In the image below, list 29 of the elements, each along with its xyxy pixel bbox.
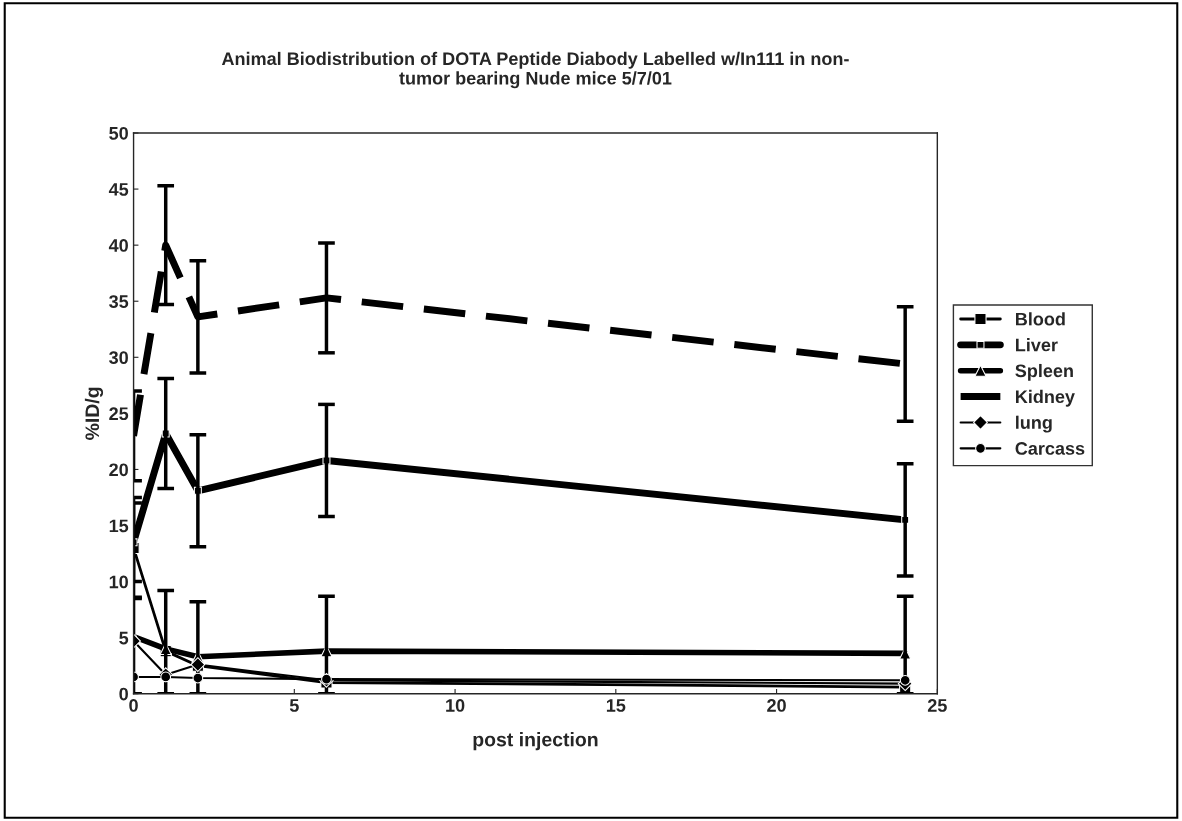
legend-label: Carcass: [1015, 442, 1085, 455]
point: [192, 672, 204, 684]
y-tick-label: 20: [109, 463, 128, 477]
x-tick-label: 20: [767, 699, 786, 712]
x-tick-label: 25: [927, 699, 947, 712]
y-tick-label: 0: [119, 687, 128, 701]
y-tick-label: 15: [109, 519, 129, 533]
y-tick-label: 10: [109, 575, 128, 589]
point: [899, 674, 911, 686]
legend-label: Spleen: [1015, 363, 1073, 381]
x-axis-title: post injection: [473, 732, 598, 751]
y-tick-label: 25: [109, 407, 129, 421]
legend-label: Liver: [1016, 338, 1058, 352]
y-tick-label: 50: [109, 126, 128, 140]
x-tick-label: 15: [606, 699, 626, 712]
legend-label: Kidney: [1016, 389, 1075, 407]
legend-label: lung: [1016, 415, 1052, 433]
x-tick-label: 0: [129, 699, 138, 712]
y-tick-label: 35: [109, 295, 129, 308]
x-tick-label: 5: [289, 699, 299, 712]
y-tick-label: 45: [108, 183, 129, 196]
y-tick-label: 5: [119, 631, 129, 645]
y-tick-label: 40: [108, 239, 128, 252]
point: [160, 671, 172, 683]
x-tick-label: 10: [446, 699, 465, 712]
y-tick-label: 30: [109, 351, 128, 365]
y-axis-title: %ID/g: [84, 387, 104, 440]
chart-title: Animal Biodistribution of DOTA Peptide Diabody Labelled w/In111 in non- tumor bearing Nude mice 5/7/01: [221, 51, 849, 89]
legend-label: Blood: [1016, 312, 1065, 326]
